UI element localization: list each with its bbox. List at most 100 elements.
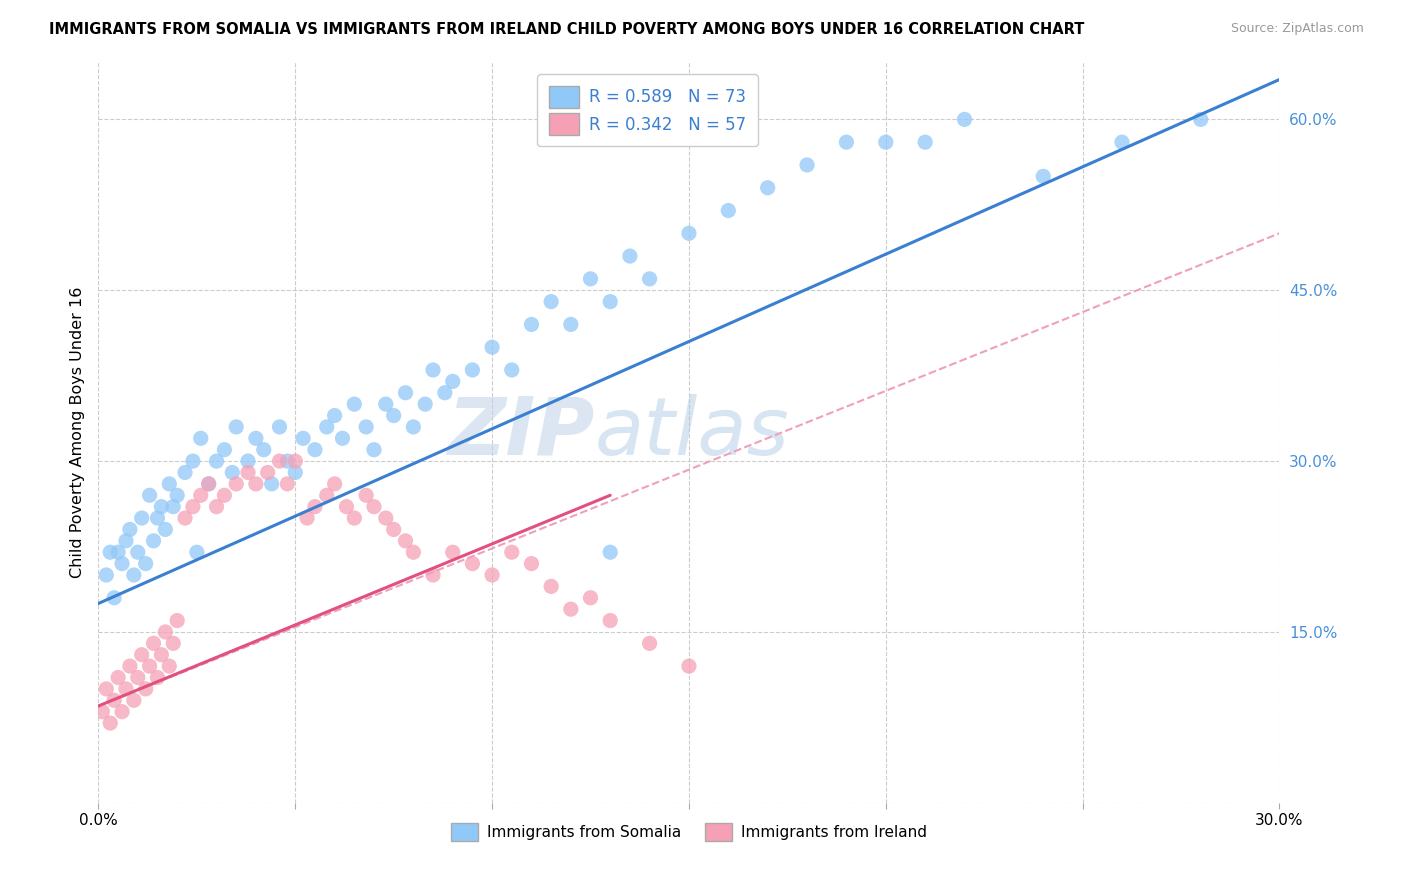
Point: [796, 158, 818, 172]
Point: [461, 557, 484, 571]
Point: [413, 397, 436, 411]
Point: [166, 488, 188, 502]
Point: [131, 511, 153, 525]
Point: [481, 340, 503, 354]
Point: [382, 409, 405, 423]
Point: [1189, 112, 1212, 127]
Point: [1032, 169, 1054, 184]
Point: [127, 545, 149, 559]
Point: [197, 476, 219, 491]
Point: [103, 693, 125, 707]
Point: [323, 476, 346, 491]
Point: [118, 659, 141, 673]
Point: [138, 659, 160, 673]
Point: [142, 533, 165, 548]
Point: [520, 557, 543, 571]
Point: [315, 488, 337, 502]
Point: [540, 294, 562, 309]
Point: [441, 375, 464, 389]
Point: [1111, 135, 1133, 149]
Point: [111, 557, 134, 571]
Point: [225, 476, 247, 491]
Point: [717, 203, 740, 218]
Point: [599, 294, 621, 309]
Point: [166, 614, 188, 628]
Point: [619, 249, 641, 263]
Point: [276, 476, 298, 491]
Point: [256, 466, 278, 480]
Point: [284, 466, 307, 480]
Text: atlas: atlas: [595, 393, 789, 472]
Point: [343, 397, 366, 411]
Point: [155, 523, 177, 537]
Point: [186, 545, 208, 559]
Point: [135, 681, 157, 696]
Point: [560, 602, 582, 616]
Point: [638, 636, 661, 650]
Point: [433, 385, 456, 400]
Point: [335, 500, 357, 514]
Point: [236, 454, 259, 468]
Point: [98, 716, 121, 731]
Point: [146, 511, 169, 525]
Text: IMMIGRANTS FROM SOMALIA VS IMMIGRANTS FROM IRELAND CHILD POVERTY AMONG BOYS UNDE: IMMIGRANTS FROM SOMALIA VS IMMIGRANTS FR…: [49, 22, 1084, 37]
Point: [363, 500, 385, 514]
Point: [111, 705, 134, 719]
Point: [98, 545, 121, 559]
Point: [127, 671, 149, 685]
Point: [295, 511, 318, 525]
Point: [221, 466, 243, 480]
Point: [914, 135, 936, 149]
Point: [225, 420, 247, 434]
Point: [260, 476, 283, 491]
Point: [579, 272, 602, 286]
Point: [162, 500, 184, 514]
Point: [292, 431, 315, 445]
Point: [363, 442, 385, 457]
Point: [402, 545, 425, 559]
Point: [875, 135, 897, 149]
Point: [253, 442, 276, 457]
Point: [138, 488, 160, 502]
Point: [678, 659, 700, 673]
Point: [157, 659, 180, 673]
Point: [214, 442, 236, 457]
Point: [118, 523, 141, 537]
Point: [422, 568, 444, 582]
Point: [304, 442, 326, 457]
Y-axis label: Child Poverty Among Boys Under 16: Child Poverty Among Boys Under 16: [69, 287, 84, 578]
Point: [374, 511, 396, 525]
Point: [142, 636, 165, 650]
Point: [599, 545, 621, 559]
Point: [304, 500, 326, 514]
Point: [520, 318, 543, 332]
Point: [540, 579, 562, 593]
Point: [276, 454, 298, 468]
Point: [131, 648, 153, 662]
Point: [181, 454, 204, 468]
Point: [91, 705, 114, 719]
Point: [269, 420, 291, 434]
Point: [332, 431, 354, 445]
Point: [394, 385, 416, 400]
Point: [343, 511, 366, 525]
Point: [501, 545, 523, 559]
Point: [354, 420, 377, 434]
Point: [96, 681, 118, 696]
Legend: Immigrants from Somalia, Immigrants from Ireland: Immigrants from Somalia, Immigrants from…: [444, 817, 934, 847]
Point: [96, 568, 118, 582]
Point: [205, 500, 228, 514]
Point: [402, 420, 425, 434]
Point: [157, 476, 180, 491]
Point: [197, 476, 219, 491]
Point: [155, 624, 177, 639]
Point: [323, 409, 346, 423]
Point: [107, 545, 129, 559]
Point: [190, 488, 212, 502]
Text: ZIP: ZIP: [447, 393, 595, 472]
Point: [638, 272, 661, 286]
Point: [756, 180, 779, 194]
Point: [236, 466, 259, 480]
Point: [269, 454, 291, 468]
Point: [461, 363, 484, 377]
